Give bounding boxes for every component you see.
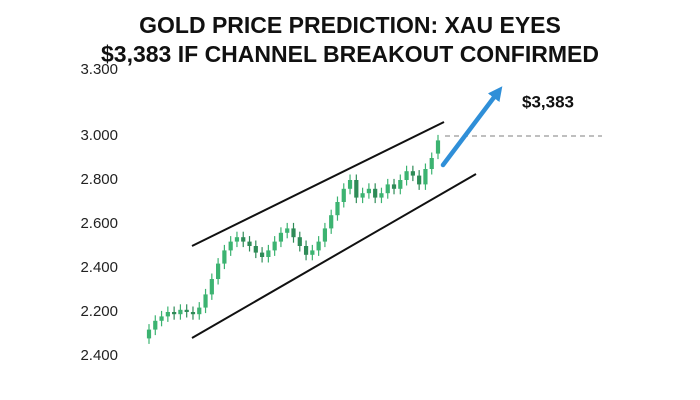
candle-body [335,202,340,216]
candle-body [429,158,434,169]
chart-title: GOLD PRICE PREDICTION: XAU EYES [139,12,561,38]
y-tick-label: 2.400 [80,259,118,276]
candle-body [360,193,365,198]
candle-body [435,140,441,154]
y-tick-label: 2.600 [80,215,118,232]
candle-body [222,250,227,264]
y-tick-label: 2.800 [80,171,118,188]
candle-body [190,312,196,315]
y-tick-label: 3.000 [80,127,118,144]
annotation: $3,383 [522,92,574,111]
candle-body [385,184,390,194]
candle-body [285,228,290,233]
candle-body [310,250,315,255]
candle-body [241,237,246,242]
candle-body [259,252,265,257]
candle-body [291,228,296,238]
y-tick-label: 2.400 [80,347,118,364]
candle-body [172,312,177,315]
candle-body [322,228,328,242]
candle-body [341,188,346,202]
candle-body [404,171,409,180]
channel-lower [191,173,477,339]
candle-body [354,180,359,198]
candle-body [391,184,397,189]
candle-body [278,232,284,242]
candle-body [417,175,422,185]
y-tick-label: 3.300 [80,61,118,78]
candle-body [153,320,158,330]
candle-body [423,169,428,185]
candle-body [209,279,214,295]
candle-body [197,307,202,315]
candle-body [347,180,353,189]
candle-body [366,188,371,194]
candle-body [379,193,384,198]
candle-body [272,241,277,251]
candle-body [253,246,258,253]
candle-body [146,329,152,339]
candle-body [266,250,271,257]
candle-body [216,263,221,279]
candle-body [303,246,309,255]
candle-body [228,241,233,251]
candle-body [316,241,321,251]
candles [146,134,441,344]
candle-body [159,316,164,321]
candle-body [297,237,302,246]
breakout-arrow [440,86,503,168]
channel-upper [191,121,445,247]
candle-body [234,237,240,242]
candle-body [178,309,183,315]
candle-body [373,188,378,198]
candle-body [398,180,403,189]
candle-body [203,294,208,308]
candle-body [247,241,252,246]
y-tick-label: 2.200 [80,303,118,320]
chart-title: $3,383 IF CHANNEL BREAKOUT CONFIRMED [101,41,599,67]
candle-body [184,309,189,312]
candle-body [410,171,415,176]
candle-body [329,215,334,229]
candle-body [165,312,170,317]
